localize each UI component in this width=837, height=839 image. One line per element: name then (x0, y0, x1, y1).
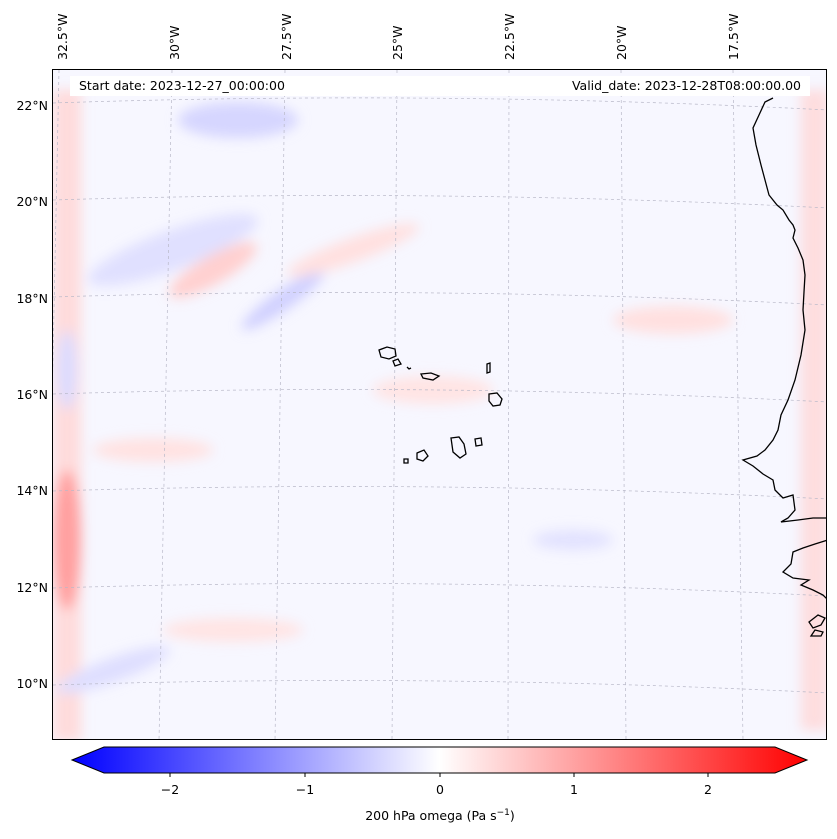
map-panel[interactable] (52, 69, 827, 740)
lon-label: 27.5°W (279, 13, 294, 60)
colorbar-gradient (70, 746, 809, 777)
lon-label: 25°W (390, 25, 405, 60)
colorbar-tick: 0 (436, 782, 444, 797)
lat-label: 22°N (16, 98, 48, 113)
lat-label: 20°N (16, 194, 48, 209)
lon-label: 20°W (614, 25, 629, 60)
lon-label: 30°W (167, 25, 182, 60)
lon-label: 17.5°W (726, 13, 741, 60)
lat-label: 16°N (16, 387, 48, 402)
lat-label: 10°N (16, 676, 48, 691)
africa-coastline (741, 97, 826, 637)
lat-label: 12°N (16, 580, 48, 595)
cape-verde-islands (378, 346, 503, 464)
lon-label: 22.5°W (502, 13, 517, 60)
graticule (53, 70, 826, 739)
colorbar (0, 740, 837, 839)
valid-date-label: Valid_date: 2023-12-28T08:00:00.00 (571, 78, 801, 93)
lat-label: 18°N (16, 291, 48, 306)
lon-label: 32.5°W (55, 13, 70, 60)
colorbar-tick: −2 (160, 782, 180, 797)
field-background (53, 70, 826, 739)
omega-field-map (53, 70, 826, 739)
omega-anomalies (53, 90, 826, 739)
colorbar-label: 200 hPa omega (Pa s−1) (365, 808, 515, 824)
colorbar-tick: 2 (704, 782, 712, 797)
map-header-bar (70, 76, 810, 96)
colorbar-tick: −1 (295, 782, 315, 797)
start-date-label: Start date: 2023-12-27_00:00:00 (79, 78, 285, 93)
lat-label: 14°N (16, 483, 48, 498)
colorbar-tick: 1 (570, 782, 578, 797)
